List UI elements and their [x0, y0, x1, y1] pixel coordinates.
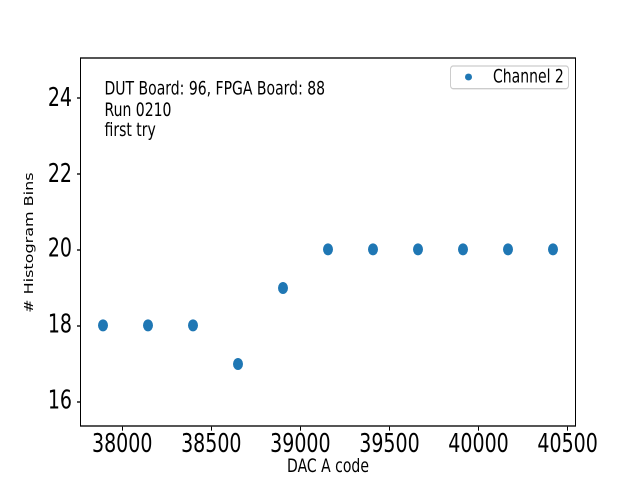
y-tick-label: 22 [47, 158, 72, 189]
y-tick-label: 16 [47, 386, 72, 416]
x-tick-label: 40000 [448, 428, 509, 458]
y-tick-label: 20 [47, 234, 72, 264]
plot-annotation: DUT Board: 96, FPGA Board: 88 Run 0210 fir… [104, 78, 326, 142]
data-point [97, 319, 108, 332]
x-tick [210, 427, 212, 432]
annotation-line-1: DUT Board: 96, FPGA Board: 88 [104, 78, 326, 100]
y-tick [76, 97, 80, 99]
plot-area [80, 57, 576, 428]
data-point [367, 243, 378, 256]
data-point [143, 319, 154, 332]
y-tick [76, 249, 80, 251]
data-point [277, 281, 288, 294]
data-point [457, 243, 468, 256]
y-tick-label: 24 [47, 82, 72, 113]
y-tick [76, 401, 80, 403]
x-tick [567, 427, 569, 432]
data-point [548, 243, 559, 256]
y-tick-label: 18 [47, 310, 72, 340]
x-tick-label: 38000 [91, 428, 153, 458]
x-tick [478, 427, 480, 432]
x-tick [121, 427, 123, 432]
legend-label: Channel 2 [493, 66, 564, 88]
data-point [187, 319, 198, 332]
annotation-line-3: first try [104, 120, 156, 142]
y-tick [76, 173, 80, 175]
legend: Channel 2 [450, 65, 569, 90]
legend-marker-icon [465, 73, 472, 81]
x-tick-label: 38500 [181, 428, 242, 458]
x-tick [299, 427, 301, 432]
annotation-line-2: Run 0210 [104, 99, 172, 121]
y-tick [76, 325, 80, 327]
x-tick-label: 39500 [359, 428, 420, 458]
data-point [323, 243, 333, 256]
data-point [502, 243, 513, 256]
y-axis-label: # Histogram Bins [22, 172, 36, 313]
x-tick-label: 39000 [270, 428, 331, 458]
x-axis-label: DAC A code [287, 455, 369, 478]
x-tick [388, 427, 390, 432]
data-point [412, 243, 423, 256]
data-point [233, 357, 244, 370]
x-tick-label: 40500 [537, 428, 598, 458]
